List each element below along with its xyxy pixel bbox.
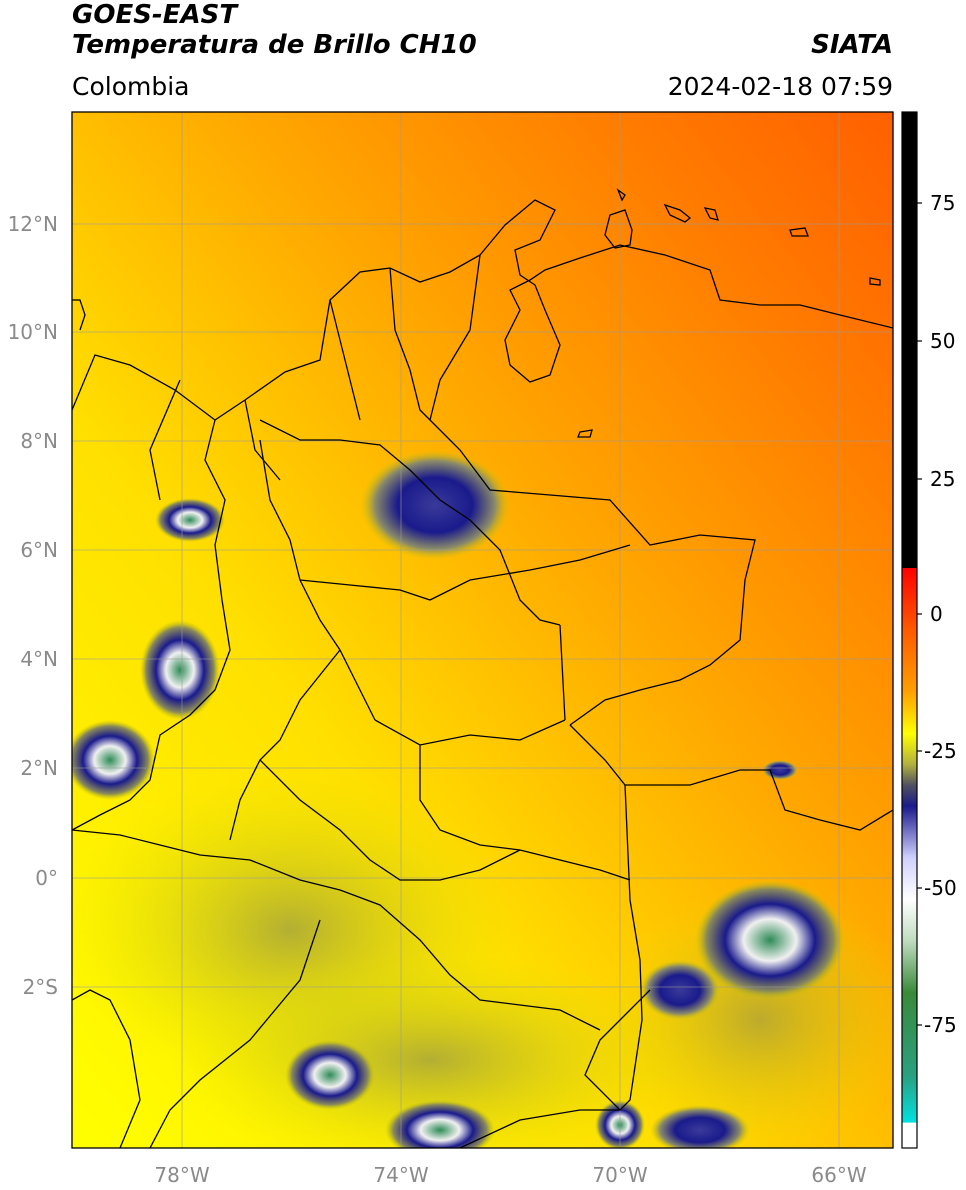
lat-tick-0: 0° — [35, 866, 58, 890]
lat-tick-12n: 12°N — [8, 212, 58, 236]
lon-tick-78w: 78°W — [154, 1163, 209, 1187]
colorbar-ramp — [902, 112, 917, 1148]
lat-tick-6n: 6°N — [20, 538, 58, 562]
lon-tick-74w: 74°W — [373, 1163, 428, 1187]
brightness-temperature-field — [72, 112, 893, 1148]
colorbar-tick-75: 75 — [930, 191, 955, 215]
colorbar-tick-0: 0 — [930, 602, 943, 626]
region-label: Colombia — [72, 72, 190, 101]
map-frame — [71, 111, 894, 1149]
agency-label: SIATA — [811, 30, 893, 60]
colorbar: 75 50 25 0 -25 -50 -75 — [901, 111, 957, 1149]
graticule — [72, 112, 893, 1148]
product-title: Temperatura de Brillo CH10 — [72, 30, 477, 60]
lat-tick-8n: 8°N — [20, 429, 58, 453]
latitude-labels: 12°N 10°N 8°N 6°N 4°N 2°N 0° 2°S — [8, 212, 58, 999]
coastlines-and-borders — [72, 188, 893, 1148]
colorbar-tick-m75: -75 — [924, 1013, 957, 1037]
lon-tick-66w: 66°W — [811, 1163, 866, 1187]
colorbar-tick-m25: -25 — [924, 739, 957, 763]
lat-tick-4n: 4°N — [20, 647, 58, 671]
longitude-labels: 78°W 74°W 70°W 66°W — [154, 1163, 866, 1187]
lat-tick-2s: 2°S — [23, 975, 58, 999]
datetime-label: 2024-02-18 07:59 — [667, 72, 893, 101]
lon-tick-70w: 70°W — [592, 1163, 647, 1187]
satellite-title: GOES-EAST — [72, 0, 238, 30]
lat-tick-10n: 10°N — [8, 320, 58, 344]
lat-tick-2n: 2°N — [20, 756, 58, 780]
colorbar-tick-m50: -50 — [924, 876, 957, 900]
colorbar-tick-50: 50 — [930, 329, 955, 353]
colorbar-tick-25: 25 — [930, 467, 955, 491]
